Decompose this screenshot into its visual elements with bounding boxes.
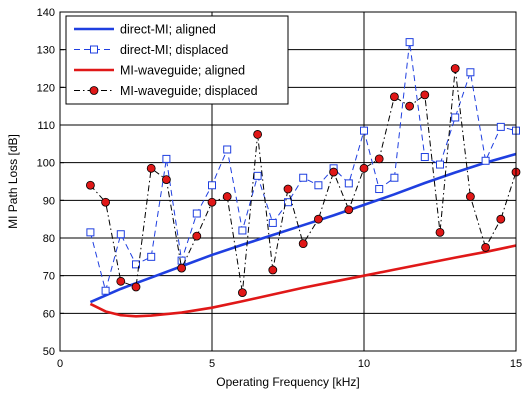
data-point-circle bbox=[222, 192, 232, 201]
y-tick-label: 50 bbox=[43, 346, 55, 358]
data-point-square bbox=[466, 68, 475, 77]
y-tick-label: 70 bbox=[43, 271, 55, 283]
data-point-circle bbox=[89, 86, 99, 95]
data-point-circle bbox=[313, 214, 323, 224]
data-point-circle bbox=[86, 180, 95, 190]
y-tick-label: 120 bbox=[37, 82, 55, 94]
data-point-square bbox=[375, 185, 384, 194]
series-line bbox=[89, 244, 517, 318]
y-tick-label: 130 bbox=[37, 45, 55, 57]
data-point-square bbox=[420, 153, 429, 162]
data-point-circle bbox=[101, 197, 110, 207]
y-tick-label: 110 bbox=[37, 120, 55, 132]
data-point-square bbox=[451, 113, 460, 122]
data-point-square bbox=[147, 252, 156, 261]
data-point-circle bbox=[131, 282, 141, 292]
data-point-circle bbox=[359, 163, 369, 173]
legend-label: direct-MI; aligned bbox=[120, 23, 216, 37]
legend-box bbox=[65, 15, 289, 105]
data-point-square bbox=[192, 209, 201, 218]
series-mi-waveguide-displaced bbox=[86, 64, 521, 298]
y-axis-title: MI Path Loss [dB] bbox=[6, 134, 20, 229]
data-point-square bbox=[360, 126, 368, 135]
data-point-circle bbox=[481, 243, 491, 252]
y-tick-label: 60 bbox=[43, 308, 55, 320]
data-point-circle bbox=[344, 205, 354, 215]
data-point-square bbox=[390, 173, 399, 182]
data-point-circle bbox=[283, 184, 293, 194]
data-point-circle bbox=[116, 276, 126, 286]
data-point-circle bbox=[192, 231, 202, 241]
data-point-square bbox=[162, 154, 171, 163]
data-point-circle bbox=[329, 167, 339, 177]
data-point-square bbox=[116, 230, 125, 239]
x-tick-label: 15 bbox=[510, 358, 522, 370]
series-direct-mi-displaced bbox=[86, 38, 520, 295]
data-point-square bbox=[253, 171, 262, 180]
plot-frame bbox=[59, 11, 517, 352]
data-point-square bbox=[436, 160, 444, 169]
data-point-circle bbox=[268, 265, 278, 275]
data-point-square bbox=[132, 260, 140, 269]
data-point-circle bbox=[374, 154, 384, 164]
data-point-square bbox=[223, 145, 232, 154]
y-tick-label: 140 bbox=[37, 7, 55, 19]
legend-label: MI-waveguide; aligned bbox=[120, 64, 245, 78]
data-point-circle bbox=[435, 227, 445, 237]
series-layer bbox=[86, 38, 521, 318]
axis-ticks: 0 5 10 15 50 60 70 80 90 100 110 120 130 140 bbox=[37, 7, 522, 370]
data-point-square bbox=[496, 122, 505, 131]
data-point-circle bbox=[161, 175, 171, 185]
data-point-square bbox=[208, 181, 216, 190]
y-tick-label: 90 bbox=[43, 195, 55, 207]
x-tick-label: 10 bbox=[358, 358, 370, 370]
legend-label: direct-MI; displaced bbox=[120, 43, 228, 57]
data-point-square bbox=[284, 198, 292, 207]
data-point-circle bbox=[405, 101, 415, 111]
data-point-square bbox=[268, 218, 277, 227]
data-point-circle bbox=[237, 288, 247, 298]
data-point-circle bbox=[298, 239, 308, 249]
series-mi-waveguide-aligned bbox=[89, 244, 517, 318]
data-point-square bbox=[238, 226, 247, 235]
data-point-square bbox=[86, 228, 95, 237]
data-point-square bbox=[314, 181, 323, 190]
data-point-circle bbox=[207, 197, 217, 207]
data-point-circle bbox=[450, 64, 460, 73]
data-point-circle bbox=[253, 130, 263, 139]
x-tick-label: 5 bbox=[209, 358, 215, 370]
data-point-circle bbox=[146, 163, 156, 173]
data-point-square bbox=[481, 156, 490, 165]
data-point-circle bbox=[177, 263, 187, 273]
data-point-circle bbox=[465, 192, 475, 201]
data-point-circle bbox=[389, 92, 399, 102]
legend-label: MI-waveguide; displaced bbox=[120, 84, 258, 98]
data-point-square bbox=[405, 38, 414, 47]
data-point-square bbox=[101, 286, 110, 295]
data-point-square bbox=[344, 179, 353, 188]
x-tick-label: 0 bbox=[57, 358, 63, 370]
data-point-square bbox=[299, 173, 308, 182]
data-point-square bbox=[90, 45, 98, 54]
data-point-circle bbox=[420, 90, 430, 100]
legend: direct-MI; aligned direct-MI; displaced MI… bbox=[65, 15, 289, 105]
x-axis-title: Operating Frequency [kHz] bbox=[216, 375, 359, 389]
y-tick-label: 80 bbox=[43, 233, 55, 245]
y-tick-label: 100 bbox=[37, 158, 55, 170]
data-point-circle bbox=[496, 214, 506, 224]
